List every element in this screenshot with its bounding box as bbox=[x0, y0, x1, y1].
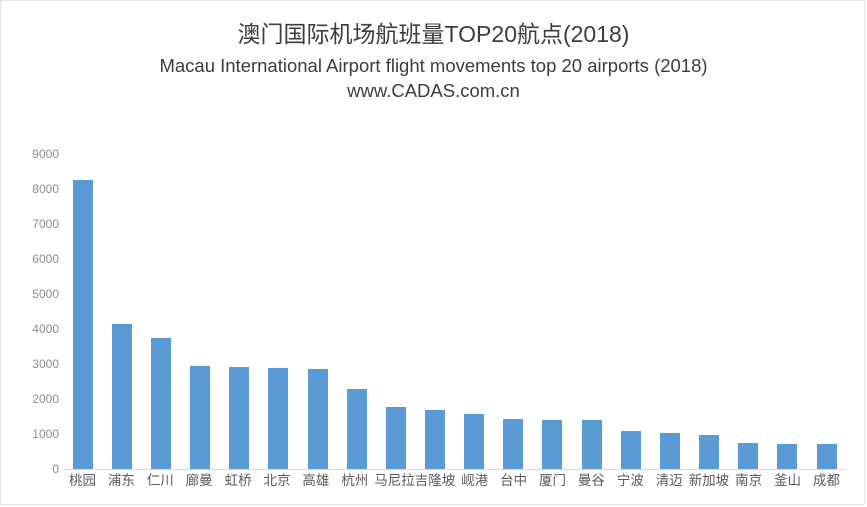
bar[interactable] bbox=[542, 420, 563, 469]
bar-slot bbox=[690, 154, 729, 469]
x-axis-category-label: 虹桥 bbox=[224, 473, 252, 488]
x-axis-category-label: 成都 bbox=[812, 473, 840, 488]
bar-series bbox=[63, 154, 846, 469]
x-axis-category-label: 北京 bbox=[263, 473, 291, 488]
bar[interactable] bbox=[150, 338, 171, 469]
bar-slot bbox=[376, 154, 415, 469]
x-axis-category-label: 厦门 bbox=[539, 473, 567, 488]
y-axis-tick: 9000 bbox=[32, 147, 59, 161]
x-axis-category-label: 桃园 bbox=[68, 473, 96, 488]
y-axis-tick-labels: 9000 8000 7000 6000 5000 4000 3000 2000 1000 0 bbox=[11, 146, 59, 475]
x-axis-category-label: 新加坡 bbox=[688, 473, 730, 488]
x-axis-category-label: 宁波 bbox=[616, 473, 644, 488]
bar-slot bbox=[141, 154, 180, 469]
bar[interactable] bbox=[72, 179, 93, 469]
bar[interactable] bbox=[581, 420, 602, 469]
bar[interactable] bbox=[190, 366, 211, 469]
x-axis-category-label: 台中 bbox=[500, 473, 528, 488]
bar-slot bbox=[807, 154, 846, 469]
y-axis-tick: 7000 bbox=[32, 217, 59, 231]
bar-slot bbox=[102, 154, 141, 469]
y-axis-tick: 0 bbox=[52, 462, 59, 476]
bar-slot bbox=[455, 154, 494, 469]
y-axis-tick: 3000 bbox=[32, 357, 59, 371]
bar[interactable] bbox=[738, 443, 759, 469]
bar-slot bbox=[259, 154, 298, 469]
bar[interactable] bbox=[385, 406, 406, 469]
x-axis-category-label: 杭州 bbox=[341, 473, 369, 488]
bar[interactable] bbox=[424, 409, 445, 469]
x-axis-category-label: 仁川 bbox=[146, 473, 174, 488]
chart-title-main: 澳门国际机场航班量TOP20航点(2018) bbox=[237, 21, 630, 47]
bar[interactable] bbox=[503, 418, 524, 469]
bar[interactable] bbox=[816, 443, 837, 469]
bar[interactable] bbox=[699, 435, 720, 469]
bar-slot bbox=[415, 154, 454, 469]
x-axis-category-label: 釜山 bbox=[774, 473, 802, 488]
bar[interactable] bbox=[268, 367, 289, 469]
x-axis-category-label: 岘港 bbox=[461, 473, 489, 488]
x-axis-category-label: 马尼拉 bbox=[374, 473, 415, 488]
bar[interactable] bbox=[307, 368, 328, 469]
bar-slot bbox=[494, 154, 533, 469]
bar-slot bbox=[180, 154, 219, 469]
bar-slot bbox=[650, 154, 689, 469]
bar[interactable] bbox=[659, 432, 680, 469]
bar-slot bbox=[298, 154, 337, 469]
bar-slot bbox=[337, 154, 376, 469]
x-axis-category-label: 吉隆坡 bbox=[414, 473, 456, 488]
bar-slot bbox=[220, 154, 259, 469]
x-axis-category-label: 廊曼 bbox=[185, 473, 213, 488]
x-axis-category-label: 清迈 bbox=[655, 473, 683, 488]
bar-slot bbox=[729, 154, 768, 469]
chart-source-url: www.CADAS.com.cn bbox=[347, 80, 520, 101]
x-axis-category-label: 南京 bbox=[735, 473, 763, 488]
y-axis-tick: 2000 bbox=[32, 392, 59, 406]
x-axis-category-labels: 桃园 浦东 仁川 廊曼 虹桥 北京 高雄 杭州 马尼拉 吉隆坡 岘港 台中 厦门 曼谷 宁波 清迈 新加坡 南京釜… bbox=[63, 472, 846, 490]
x-axis-category-label: 浦东 bbox=[107, 473, 135, 488]
bar[interactable] bbox=[464, 414, 485, 469]
y-axis-tick: 4000 bbox=[32, 322, 59, 336]
bar-slot bbox=[768, 154, 807, 469]
bar[interactable] bbox=[620, 431, 641, 469]
x-axis-category-label: 曼谷 bbox=[577, 473, 605, 488]
bar-slot bbox=[63, 154, 102, 469]
bar-slot bbox=[533, 154, 572, 469]
x-axis-category-label: 高雄 bbox=[302, 473, 330, 488]
chart-title-subtitle: Macau International Airport flight movem… bbox=[159, 55, 708, 76]
bar[interactable] bbox=[111, 324, 132, 469]
chart-title-block: 澳门国际机场航班量TOP20航点(2018) Macau Internation… bbox=[1, 19, 866, 103]
y-axis-tick: 6000 bbox=[32, 252, 59, 266]
y-axis-tick: 5000 bbox=[32, 287, 59, 301]
bar[interactable] bbox=[229, 367, 250, 469]
bar[interactable] bbox=[777, 443, 798, 469]
y-axis-tick: 8000 bbox=[32, 182, 59, 196]
bar-slot bbox=[572, 154, 611, 469]
bar[interactable] bbox=[346, 388, 367, 469]
y-axis-tick: 1000 bbox=[32, 427, 59, 441]
bar-slot bbox=[611, 154, 650, 469]
x-axis-line bbox=[63, 469, 846, 470]
